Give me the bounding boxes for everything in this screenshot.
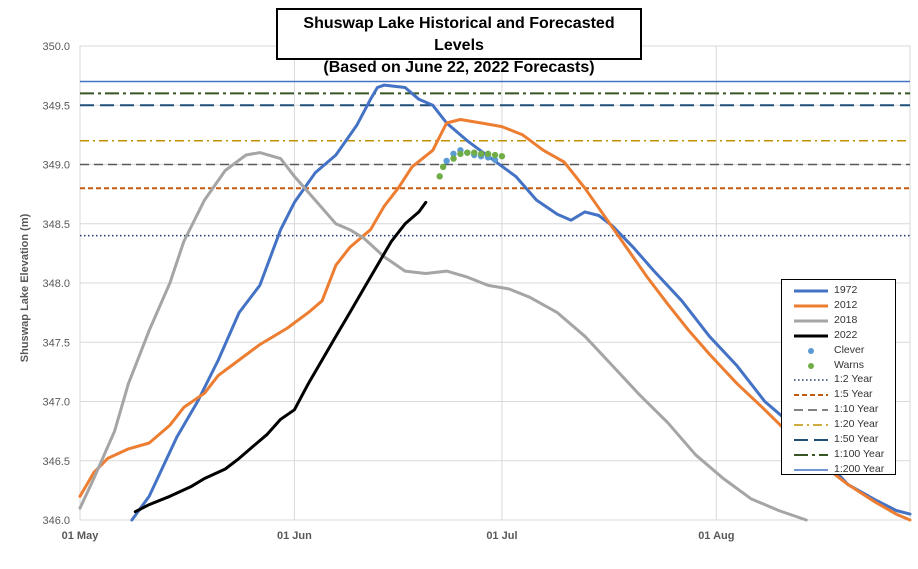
legend-label: 1:50 Year (834, 433, 879, 445)
legend-swatch (794, 289, 828, 293)
point-warns (471, 149, 478, 156)
legend-swatch (794, 424, 828, 426)
legend-item: 2022 (782, 329, 895, 344)
y-tick-label: 347.5 (42, 337, 70, 349)
y-axis-label: Shuswap Lake Elevation (m) (19, 213, 31, 362)
point-warns (484, 150, 492, 158)
point-warns (436, 173, 443, 180)
legend-item: 1:50 Year (782, 433, 895, 448)
y-tick-label: 347.0 (42, 397, 70, 409)
legend-label: 2012 (834, 298, 858, 311)
x-tick-label: 01 Jun (277, 530, 312, 542)
point-warns (457, 150, 464, 158)
point-warns (498, 153, 506, 160)
legend-label: 1:5 Year (834, 388, 873, 401)
legend-swatch (794, 409, 828, 411)
y-tick-label: 348.0 (42, 278, 70, 290)
x-tick-label: 01 Aug (698, 530, 734, 542)
y-tick-label: 349.5 (42, 100, 70, 112)
legend-item: Warns (782, 359, 895, 374)
y-tick-label: 349.0 (42, 160, 70, 172)
legend-item: 2012 (782, 299, 895, 314)
legend-label: 2018 (834, 313, 858, 326)
series-line-2012 (78, 118, 912, 522)
legend-item: 1:200 Year (782, 463, 895, 478)
legend-item: 1972 (782, 284, 895, 299)
series-line-2018 (78, 151, 808, 522)
y-tick-label: 346.0 (42, 515, 70, 527)
legend-label: 1:100 Year (834, 447, 885, 460)
legend-label: 1:2 Year (834, 373, 873, 386)
legend-swatch (794, 379, 828, 382)
legend-swatch (794, 453, 828, 456)
legend-swatch (794, 334, 828, 338)
y-tick-label: 348.5 (42, 219, 70, 231)
y-tick-label: 346.5 (42, 456, 70, 468)
legend-label: 1:200 Year (834, 462, 885, 475)
point-warns (477, 150, 485, 158)
y-tick-label: 350.0 (42, 41, 70, 53)
return-period-lines (80, 80, 910, 237)
legend-swatch (794, 439, 828, 441)
series-lines (78, 83, 912, 522)
x-tick-labels: 01 May 01 Jun 01 Jul 01 Aug (62, 530, 735, 542)
legend-item: 1:5 Year (782, 388, 895, 403)
legend-item: 1:10 Year (782, 403, 895, 418)
x-tick-label: 01 May (62, 530, 100, 542)
legend-marker (808, 362, 814, 369)
legend-marker (808, 347, 814, 354)
chart-title-line-1: Shuswap Lake Historical and Forecasted L… (303, 15, 615, 54)
legend-item: 1:2 Year (782, 373, 895, 388)
legend-item: Clever (782, 344, 895, 359)
legend-label: 2022 (834, 328, 858, 341)
point-warns (450, 155, 457, 162)
forecast-points (436, 147, 506, 180)
series-line-2022 (133, 200, 428, 514)
point-warns (491, 151, 499, 159)
point-warns (439, 163, 447, 171)
series-line-1972 (130, 83, 912, 522)
legend-label: Clever (834, 343, 865, 356)
y-tick-labels: 346.0 346.5 347.0 347.5 348.0 348.5 349.0 349.5… (42, 41, 70, 527)
x-tick-label: 01 Jul (486, 530, 517, 542)
x-gridlines (79, 46, 717, 520)
point-clever (491, 156, 499, 163)
legend-label: Warns (834, 358, 864, 371)
legend-swatch (808, 362, 814, 369)
legend-swatch (808, 347, 814, 354)
legend-label: 1:10 Year (834, 403, 879, 416)
chart-title-line-2: (Based on June 22, 2022 Forecasts) (323, 59, 595, 76)
legend-swatch (794, 319, 828, 323)
legend-item: 1:100 Year (782, 448, 895, 463)
legend-item: 1:20 Year (782, 418, 895, 433)
chart-title: Shuswap Lake Historical and Forecasted L… (276, 8, 642, 76)
point-clever (443, 157, 450, 165)
legend-swatch (794, 469, 828, 471)
legend-label: 1972 (834, 284, 858, 296)
legend: 1972 2012 2018 2022 Clever Warns 1:2 Year 1:5 Y… (781, 279, 896, 475)
point-clever (450, 150, 457, 158)
legend-label: 1:20 Year (834, 418, 879, 431)
point-warns (464, 149, 471, 156)
legend-swatch (794, 304, 828, 308)
legend-swatch (794, 394, 828, 397)
legend-item: 2018 (782, 314, 895, 329)
